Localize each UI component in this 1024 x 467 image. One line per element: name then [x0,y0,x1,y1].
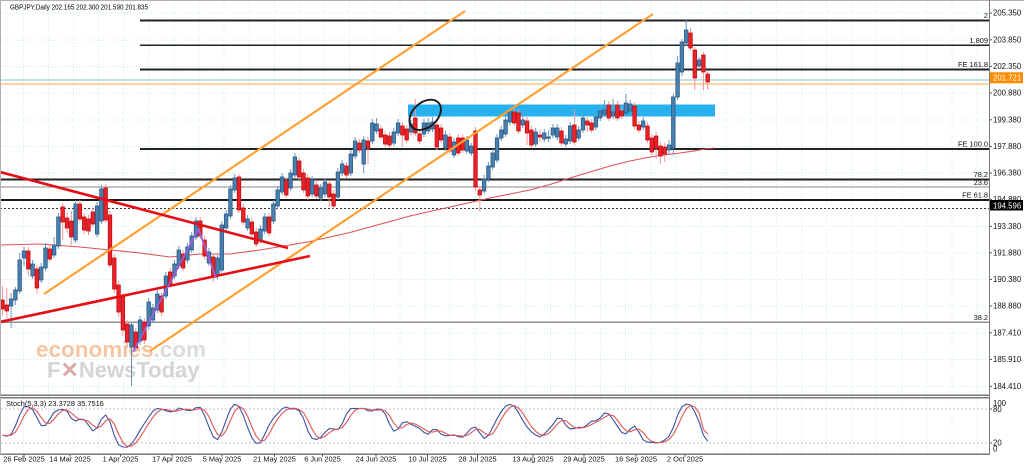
svg-text:38.2: 38.2 [974,313,988,322]
svg-text:201.721: 201.721 [993,74,1021,83]
svg-text:190.380: 190.380 [993,275,1022,284]
svg-text:FE 100.0: FE 100.0 [958,140,988,149]
svg-text:5 May 2025: 5 May 2025 [203,455,242,464]
svg-text:197.880: 197.880 [993,142,1022,151]
svg-text:196.380: 196.380 [993,169,1022,178]
svg-text:194.880: 194.880 [993,195,1022,204]
svg-text:GBPJPY,Daily 202.165 202.300: GBPJPY,Daily 202.165 202.300 201.590 201… [10,3,148,12]
svg-text:78.2: 78.2 [974,170,988,179]
svg-text:28 Jul 2025: 28 Jul 2025 [458,455,496,464]
svg-text:0: 0 [993,445,998,454]
svg-text:13 Aug 2025: 13 Aug 2025 [512,455,554,464]
svg-text:184.410: 184.410 [993,382,1022,391]
svg-text:1.809: 1.809 [970,36,989,45]
svg-text:2 Oct 2025: 2 Oct 2025 [667,455,703,464]
svg-text:16 Sep 2025: 16 Sep 2025 [615,455,657,464]
svg-text:24 Jun 2025: 24 Jun 2025 [356,455,397,464]
svg-text:6 Jun 2025: 6 Jun 2025 [304,455,341,464]
svg-text:F✕NewsToday: F✕NewsToday [47,358,200,383]
svg-text:203.850: 203.850 [993,35,1022,44]
svg-text:14 Mar 2025: 14 Mar 2025 [49,455,91,464]
svg-text:185.910: 185.910 [993,355,1022,364]
svg-text:26 Feb 2025: 26 Feb 2025 [3,455,45,464]
svg-text:21 May 2025: 21 May 2025 [253,455,296,464]
svg-text:17 Apr 2025: 17 Apr 2025 [152,455,192,464]
svg-text:Stoch(5,3,3) 23.3728 35.7516: Stoch(5,3,3) 23.3728 35.7516 [6,399,104,408]
svg-text:20: 20 [993,439,1002,448]
svg-text:187.410: 187.410 [993,328,1022,337]
svg-text:193.380: 193.380 [993,222,1022,231]
svg-text:29 Aug 2025: 29 Aug 2025 [563,455,605,464]
svg-text:202.350: 202.350 [993,62,1022,71]
svg-text:economies.com: economies.com [36,337,206,362]
svg-text:205.350: 205.350 [993,9,1022,18]
svg-text:23.6: 23.6 [974,178,988,187]
svg-text:100: 100 [993,399,1007,408]
svg-text:191.880: 191.880 [993,248,1022,257]
svg-text:199.380: 199.380 [993,115,1022,124]
svg-text:194.596: 194.596 [993,201,1021,210]
svg-text:80: 80 [993,405,1002,414]
svg-text:188.880: 188.880 [993,302,1022,311]
svg-text:2: 2 [984,11,988,20]
svg-text:FE 161.8: FE 161.8 [958,60,988,69]
svg-text:1 Apr 2025: 1 Apr 2025 [103,455,139,464]
svg-text:200.880: 200.880 [993,89,1022,98]
svg-text:10 Jul 2025: 10 Jul 2025 [408,455,446,464]
svg-text:FE 61.8: FE 61.8 [962,191,988,200]
